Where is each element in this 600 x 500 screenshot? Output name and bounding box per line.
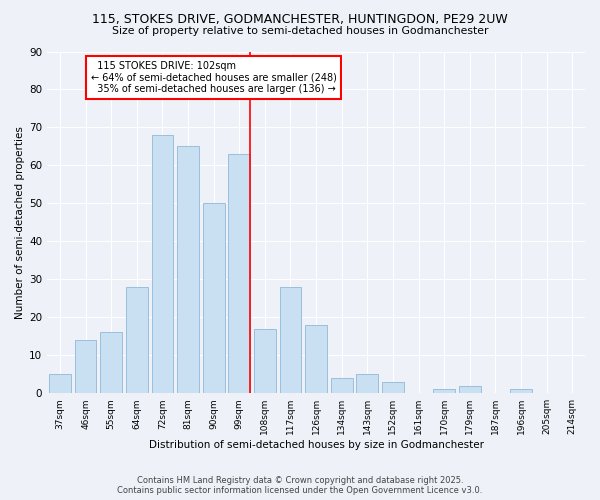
- Bar: [229, 154, 250, 393]
- Bar: [100, 332, 122, 393]
- Text: Contains HM Land Registry data © Crown copyright and database right 2025.
Contai: Contains HM Land Registry data © Crown c…: [118, 476, 482, 495]
- Text: Size of property relative to semi-detached houses in Godmanchester: Size of property relative to semi-detach…: [112, 26, 488, 36]
- Bar: [126, 287, 148, 393]
- Bar: [382, 382, 404, 393]
- Text: 115, STOKES DRIVE, GODMANCHESTER, HUNTINGDON, PE29 2UW: 115, STOKES DRIVE, GODMANCHESTER, HUNTIN…: [92, 12, 508, 26]
- Bar: [49, 374, 71, 393]
- Bar: [459, 386, 481, 393]
- Bar: [305, 325, 327, 393]
- Bar: [433, 390, 455, 393]
- Bar: [356, 374, 378, 393]
- Bar: [74, 340, 97, 393]
- Bar: [203, 204, 224, 393]
- Bar: [177, 146, 199, 393]
- Bar: [254, 328, 276, 393]
- Y-axis label: Number of semi-detached properties: Number of semi-detached properties: [15, 126, 25, 319]
- Bar: [280, 287, 301, 393]
- Bar: [152, 135, 173, 393]
- Bar: [510, 390, 532, 393]
- Bar: [331, 378, 353, 393]
- Text: 115 STOKES DRIVE: 102sqm  
← 64% of semi-detached houses are smaller (248)
  35%: 115 STOKES DRIVE: 102sqm ← 64% of semi-d…: [91, 61, 337, 94]
- X-axis label: Distribution of semi-detached houses by size in Godmanchester: Distribution of semi-detached houses by …: [149, 440, 484, 450]
